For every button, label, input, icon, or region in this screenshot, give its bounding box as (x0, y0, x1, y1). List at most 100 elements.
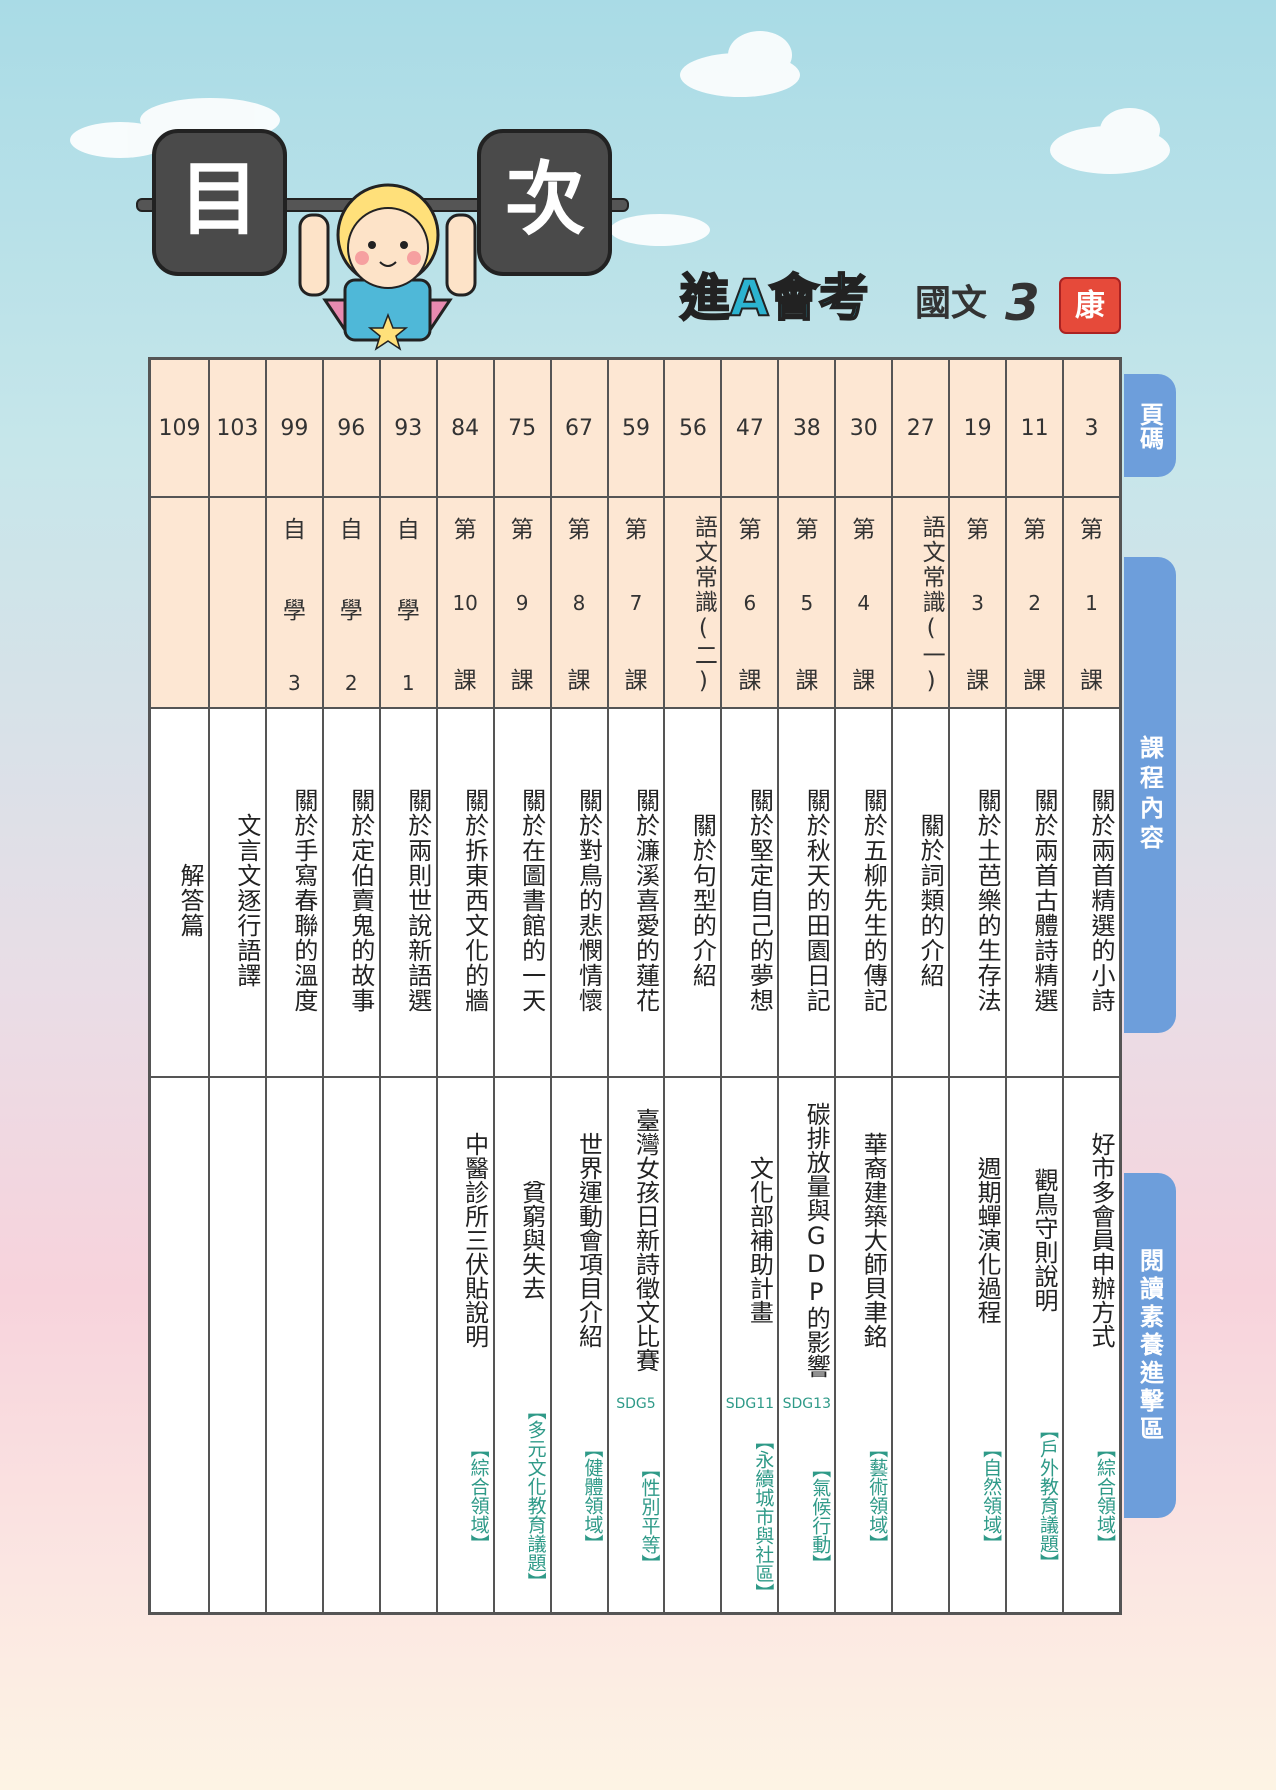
lesson-part: 第 (453, 517, 477, 543)
tag: 【健體領域】 (581, 1439, 604, 1553)
brand: 進A會考 (679, 269, 869, 327)
lesson: 第 1 課 (1064, 510, 1119, 695)
lesson-part: 第 (1080, 517, 1104, 543)
column: 103 文言文逐行語譯 (207, 360, 265, 1612)
lesson-part: 自 (396, 517, 420, 543)
page-number: 38 (792, 415, 821, 441)
lesson: 第 4 課 (836, 510, 891, 695)
lesson-part: 課 (966, 668, 990, 694)
lesson: 第 5 課 (779, 510, 834, 695)
lesson-part: 1 (1085, 590, 1098, 615)
tab: 閱讀素養進擊區 (1124, 1173, 1176, 1518)
lesson-part: 課 (1080, 668, 1104, 694)
column: 109 解答篇 (151, 360, 208, 1612)
lesson-part: 第 (567, 517, 591, 543)
reading: 世界運動會項目介紹 (574, 1132, 603, 1348)
topic: 關於在圖書館的一天 (517, 787, 546, 1013)
lesson: 自學 1 (381, 510, 436, 695)
lesson-part: 自 (339, 517, 363, 543)
title-left: 目 (179, 153, 259, 246)
lesson-part: 1 (401, 671, 415, 695)
tag: 【戶外教育議題】 (1037, 1420, 1060, 1572)
header-art: 目 次 進A會考 國文 3 康 (70, 31, 1170, 351)
lesson-part: 第 (795, 517, 819, 543)
tag: 【性別平等】 (638, 1459, 661, 1573)
lesson-part: 5 (800, 590, 814, 615)
reading: 好市多會員申辦方式 (1086, 1132, 1115, 1348)
lesson-part: 課 (624, 668, 648, 694)
topic: 關於定伯賣鬼的故事 (346, 787, 375, 1013)
page-number: 103 (216, 415, 259, 441)
lesson-part: 10 (452, 590, 478, 615)
lesson: 第 7 課 (609, 510, 664, 695)
topic: 關於兩則世說新語選 (403, 787, 432, 1013)
lesson-part: 7 (629, 590, 643, 615)
lesson-part: 課 (852, 668, 876, 694)
page-number: 47 (735, 415, 764, 441)
lesson-part: 第 (510, 517, 534, 543)
column: 11 第 2 課關於兩首古體詩精選 觀鳥守則說明 【戶外教育議題】 (1005, 360, 1062, 1612)
page-number: 56 (678, 415, 707, 441)
reading: 觀鳥守則說明 (1030, 1168, 1059, 1312)
column: 47 第 6 課關於堅定自己的夢想 文化部補助計畫 SDG11 【永續城市與社區】 (720, 360, 777, 1612)
column: 93 自學 1 關於兩則世說新語選 (378, 360, 436, 1612)
row-rule (151, 496, 1119, 498)
lesson-part: 課 (453, 668, 477, 694)
lesson-part: 第 (624, 517, 648, 543)
page-number: 30 (849, 415, 878, 441)
tag-code: SDG5 (616, 1396, 656, 1412)
column: 19 第 3 課關於土芭樂的生存法 週期蟬演化過程 【自然領域】 (948, 360, 1005, 1612)
topic: 關於對鳥的悲憫情懷 (574, 787, 603, 1013)
topic: 關於土芭樂的生存法 (973, 787, 1002, 1013)
page-number: 19 (963, 415, 992, 441)
lesson: 第 3 課 (950, 510, 1005, 695)
page-number: 84 (451, 415, 480, 441)
lesson: 自學 3 (267, 510, 322, 695)
column: 67 第 8 課關於對鳥的悲憫情懷世界運動會項目介紹【健體領域】 (549, 360, 607, 1612)
lesson: 第 2 課 (1007, 510, 1062, 695)
column: 3 第 1 課關於兩首精選的小詩 好市多會員申辦方式 【綜合領域】 (1062, 360, 1119, 1612)
reading: 臺灣女孩日新詩徵文比賽 (631, 1108, 660, 1372)
lesson-part: 自 (282, 517, 306, 543)
page-number: 93 (394, 415, 423, 441)
topic: 解答篇 (175, 862, 204, 938)
topic: 關於手寫春聯的溫度 (289, 787, 318, 1013)
page-number: 11 (1020, 415, 1049, 441)
page-number: 27 (906, 415, 935, 441)
lesson-part: 課 (1023, 668, 1047, 694)
lesson-part: 8 (572, 590, 586, 615)
column: 30 第 4 課關於五柳先生的傳記 華裔建築大師貝聿銘 【藝術領域】 (834, 360, 891, 1612)
tag: 【藝術領域】 (866, 1439, 889, 1553)
lesson-part: 3 (287, 671, 301, 695)
page-number: 67 (565, 415, 594, 441)
lesson: 第 10 課 (438, 510, 493, 695)
title-right: 次 (505, 153, 585, 246)
lesson-part: 6 (743, 590, 757, 615)
page-number: 109 (158, 415, 201, 441)
lesson-part: 4 (857, 590, 871, 615)
column: 56 語文常識(二) 關於句型的介紹 (663, 360, 720, 1612)
row-rule (151, 1076, 1119, 1078)
subject: 國文 (915, 283, 987, 324)
tag: 【多元文化教育議題】 (524, 1401, 547, 1591)
lesson-part: 學 (282, 597, 306, 624)
lesson-part: 課 (567, 668, 591, 694)
row-rule (151, 707, 1119, 709)
lesson-part: 第 (966, 517, 990, 543)
page-number: 75 (508, 415, 537, 441)
topic: 關於詞類的介紹 (916, 812, 945, 988)
reading: 碳排放量與GDP的影響 (802, 1102, 831, 1378)
lesson-part: 2 (1028, 590, 1041, 615)
header-band (151, 360, 1119, 707)
topic: 關於兩首古體詩精選 (1030, 787, 1059, 1013)
topic: 關於句型的介紹 (688, 812, 717, 988)
tag: 【綜合領域】 (467, 1439, 490, 1553)
lesson-part: 課 (738, 668, 762, 694)
lesson-part: 課 (510, 668, 534, 694)
reading: 華裔建築大師貝聿銘 (859, 1132, 888, 1348)
topic: 關於秋天的田園日記 (802, 787, 831, 1013)
volume: 3 (1005, 274, 1040, 332)
lesson: 第 9 課 (495, 510, 550, 695)
